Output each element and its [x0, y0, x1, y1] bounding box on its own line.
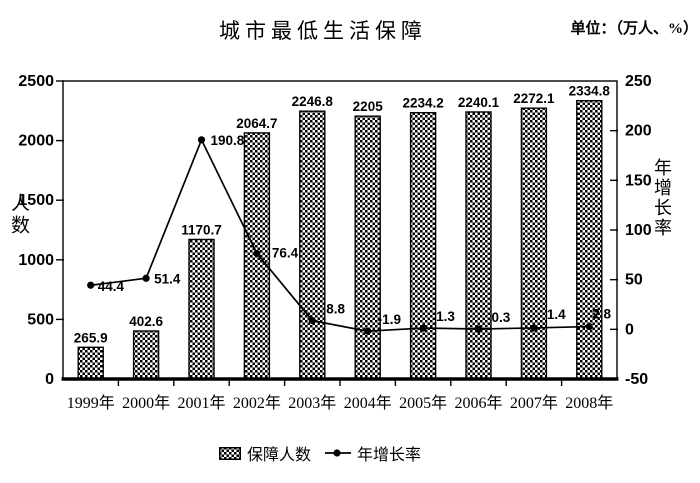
legend-line-symbol-icon — [325, 449, 352, 457]
y-right-tick-label: 200 — [625, 123, 652, 140]
bar-value-label: 2240.1 — [458, 95, 500, 110]
y-right-tick-label: 150 — [625, 172, 652, 189]
y-left-tick-label: 500 — [27, 311, 54, 328]
x-axis-label: 2005年 — [399, 394, 447, 412]
line-marker-2007年 — [530, 324, 538, 332]
bar-2003年 — [299, 110, 326, 380]
line-marker-1999年 — [87, 281, 95, 289]
x-axis-label: 2003年 — [288, 394, 336, 412]
line-value-label: 1.4 — [547, 307, 566, 322]
bar-2007年 — [520, 107, 548, 380]
line-marker-2008年 — [585, 322, 593, 331]
bar-1999年 — [77, 346, 104, 380]
bar-2001年 — [188, 238, 215, 380]
bar-value-label: 402.6 — [129, 314, 163, 329]
y-left-tick-label: 1500 — [18, 192, 54, 209]
legend-bar-label: 保障人数 — [247, 447, 312, 464]
bar-2004年 — [354, 115, 381, 380]
y-left-tick-label: 0 — [45, 371, 54, 388]
bar-value-label: 2205 — [353, 99, 384, 114]
legend: 保障人数 年增长率 — [219, 441, 421, 465]
line-marker-2005年 — [419, 324, 427, 332]
line-marker-2002年 — [253, 249, 261, 258]
line-value-label: 44.4 — [98, 279, 125, 294]
line-value-label: 1.3 — [436, 309, 455, 324]
growth-line — [90, 137, 590, 333]
right-axis-title: 年增长率 — [652, 158, 672, 238]
unit-label: 单位：（万人、%） — [570, 21, 698, 37]
line-marker-2001年 — [197, 136, 206, 144]
y-right-tick-label: 0 — [625, 321, 634, 338]
y-left-tick-label: 2000 — [18, 133, 54, 150]
x-axis-label: 2001年 — [177, 394, 225, 412]
x-axis-label: 2002年 — [233, 394, 281, 412]
x-axis-label: 2006年 — [454, 394, 502, 412]
x-axis-label: 1999年 — [67, 394, 115, 412]
line-marker-2003年 — [308, 316, 316, 325]
line-value-label: 51.4 — [154, 271, 181, 286]
line-value-label: 76.4 — [272, 245, 299, 260]
line-marker-2000年 — [142, 274, 150, 282]
line-value-label: 8.8 — [326, 302, 345, 317]
y-right-tick-label: -50 — [625, 371, 648, 388]
x-axis-label: 2007年 — [510, 394, 558, 412]
y-right-tick-label: 250 — [625, 73, 652, 90]
line-value-label: 190.8 — [211, 133, 245, 148]
y-left-tick-label: 2500 — [18, 73, 54, 90]
left-axis-title: 人数 — [8, 193, 29, 237]
line-value-label: 0.3 — [492, 310, 511, 325]
bar-value-label: 265.9 — [74, 330, 108, 345]
line-marker-2006年 — [474, 325, 483, 333]
x-axis-label: 2008年 — [565, 394, 613, 412]
line-value-label: -1.9 — [378, 312, 401, 327]
bar-2008年 — [576, 99, 603, 380]
bar-value-label: 2246.8 — [292, 94, 334, 109]
bar-value-label: 2272.1 — [513, 91, 555, 106]
bar-value-label: 2064.7 — [236, 116, 277, 131]
x-axis-label: 2004年 — [344, 394, 392, 412]
bar-value-label: 2334.8 — [569, 84, 611, 99]
legend-bar-swatch-icon — [219, 446, 241, 460]
line-value-label: 2.8 — [592, 307, 611, 322]
bar-2005年 — [409, 111, 437, 380]
legend-line-label: 年增长率 — [357, 447, 422, 464]
bar-value-label: 1170.7 — [181, 222, 222, 237]
bar-2000年 — [132, 330, 160, 380]
bar-2006年 — [465, 111, 492, 380]
bar-value-label: 2234.2 — [402, 96, 443, 111]
chart-title: 城市最低生活保障 — [219, 19, 427, 43]
line-marker-2004年 — [364, 327, 372, 335]
y-right-tick-label: 50 — [625, 272, 643, 289]
x-axis-label: 2000年 — [122, 394, 170, 412]
y-right-tick-label: 100 — [625, 222, 652, 239]
y-left-tick-label: 1000 — [18, 252, 54, 269]
